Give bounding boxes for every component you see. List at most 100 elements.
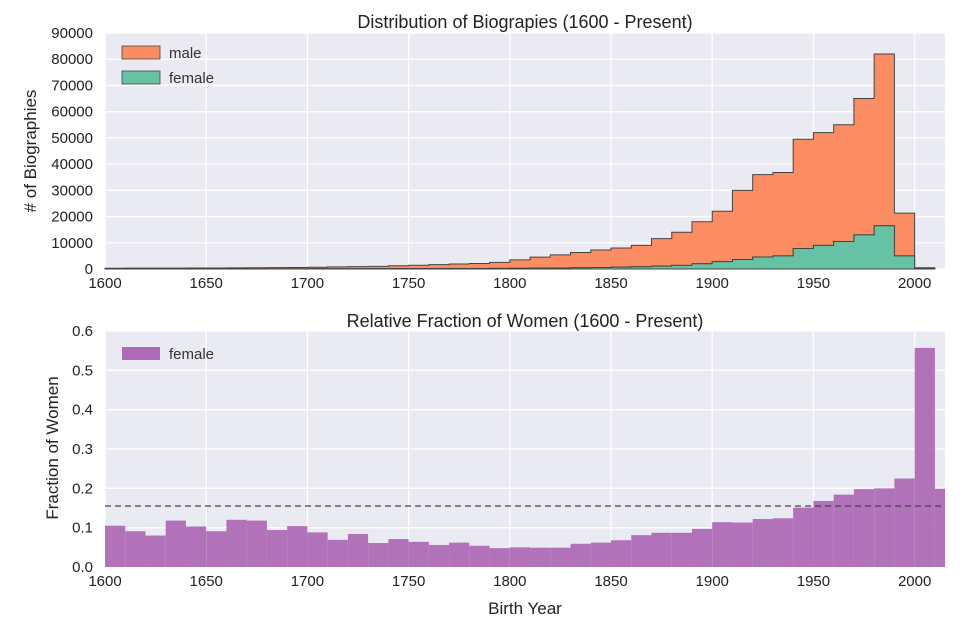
fraction-bar bbox=[712, 522, 733, 567]
fraction-bar bbox=[347, 533, 369, 567]
y-tick-label: 70000 bbox=[51, 77, 93, 94]
x-tick-labels: 1600 1650 1700 1750 1800 1850 1900 1950 2000 bbox=[88, 573, 931, 590]
fraction-bar bbox=[853, 489, 875, 567]
fraction-bar bbox=[651, 532, 672, 567]
x-tick-label: 2000 bbox=[898, 573, 931, 590]
fraction-bar bbox=[874, 488, 895, 567]
chart-title: Relative Fraction of Women (1600 - Prese… bbox=[347, 311, 704, 331]
fraction-bar bbox=[266, 530, 288, 567]
legend: female bbox=[122, 346, 214, 363]
biographies-distribution-panel: 1600 1650 1700 1750 1800 1850 1900 1950 2000 0 10… bbox=[21, 12, 945, 292]
fraction-bar bbox=[388, 539, 409, 567]
fraction-bar bbox=[125, 531, 146, 567]
y-tick-labels: 0.0 0.1 0.2 0.3 0.4 0.5 0.6 bbox=[72, 323, 93, 576]
female-legend-swatch bbox=[121, 70, 161, 85]
y-tick-label: 90000 bbox=[51, 25, 93, 42]
y-tick-label: 0 bbox=[85, 261, 93, 278]
legend: male female bbox=[121, 45, 214, 87]
y-tick-label: 20000 bbox=[51, 209, 93, 226]
female-legend-label: female bbox=[169, 70, 214, 87]
x-tick-label: 1700 bbox=[291, 573, 324, 590]
fraction-bar bbox=[914, 347, 935, 567]
fraction-bar bbox=[732, 522, 753, 567]
fraction-bar bbox=[489, 548, 510, 567]
fraction-bar bbox=[105, 525, 126, 567]
male-legend-swatch bbox=[121, 45, 161, 60]
fraction-bar bbox=[550, 547, 571, 567]
histogram-bars bbox=[104, 53, 936, 270]
fraction-bar bbox=[206, 531, 227, 567]
fraction-bar bbox=[307, 532, 328, 567]
x-tick-label: 1850 bbox=[594, 573, 627, 590]
x-tick-labels: 1600 1650 1700 1750 1800 1850 1900 1950 2000 bbox=[88, 275, 931, 292]
fraction-bar bbox=[287, 526, 308, 567]
y-tick-label: 0.4 bbox=[72, 402, 93, 419]
y-tick-label: 0.1 bbox=[72, 520, 93, 537]
x-axis-label: Birth Year bbox=[488, 599, 562, 618]
y-tick-labels: 0 10000 20000 30000 40000 50000 60000 70000 8000… bbox=[51, 25, 93, 278]
x-tick-label: 1650 bbox=[190, 275, 223, 292]
fraction-bar bbox=[327, 539, 348, 567]
male-legend-label: male bbox=[169, 45, 202, 62]
y-tick-label: 0.0 bbox=[72, 559, 93, 576]
fraction-bar bbox=[590, 542, 612, 567]
x-tick-label: 1750 bbox=[392, 275, 425, 292]
fraction-bar bbox=[772, 518, 794, 567]
x-tick-label: 1950 bbox=[797, 275, 830, 292]
fraction-bar bbox=[408, 541, 429, 567]
fraction-of-women-panel: 1600 1650 1700 1750 1800 1850 1900 1950 2000 0.0… bbox=[43, 311, 945, 618]
fraction-bar bbox=[165, 520, 186, 567]
x-tick-label: 1800 bbox=[493, 275, 526, 292]
y-tick-label: 80000 bbox=[51, 51, 93, 68]
fraction-bar bbox=[691, 528, 713, 567]
fraction-bar bbox=[449, 542, 470, 567]
fraction-bar bbox=[185, 526, 207, 567]
fraction-bar bbox=[611, 540, 632, 567]
y-tick-label: 0.5 bbox=[72, 362, 93, 379]
chart-title: Distribution of Biograpies (1600 - Prese… bbox=[357, 12, 692, 32]
fraction-bar bbox=[934, 488, 945, 567]
fraction-bar bbox=[246, 520, 267, 567]
x-tick-label: 1700 bbox=[291, 275, 324, 292]
y-axis-label: Fraction of Women bbox=[43, 376, 62, 519]
fraction-bar bbox=[530, 547, 551, 567]
y-tick-label: 0.3 bbox=[72, 441, 93, 458]
x-tick-label: 1850 bbox=[594, 275, 627, 292]
x-tick-label: 1800 bbox=[493, 573, 526, 590]
y-axis-label: # of Biographies bbox=[21, 90, 40, 213]
fraction-bar bbox=[793, 507, 814, 567]
y-tick-label: 40000 bbox=[51, 156, 93, 173]
fraction-bar bbox=[570, 543, 591, 567]
histogram-bars bbox=[105, 347, 945, 567]
female-legend-swatch bbox=[122, 347, 160, 360]
fraction-bar bbox=[833, 494, 854, 567]
y-tick-label: 0.6 bbox=[72, 323, 93, 340]
y-tick-label: 30000 bbox=[51, 182, 93, 199]
fraction-bar bbox=[631, 535, 652, 567]
x-tick-label: 1650 bbox=[190, 573, 223, 590]
fraction-bar bbox=[368, 543, 389, 567]
fraction-bar bbox=[813, 500, 834, 567]
y-tick-label: 10000 bbox=[51, 235, 93, 252]
female-legend-label: female bbox=[169, 346, 214, 363]
y-tick-label: 50000 bbox=[51, 130, 93, 147]
fraction-bar bbox=[145, 535, 166, 567]
fraction-bar bbox=[894, 478, 915, 567]
x-tick-label: 1950 bbox=[797, 573, 830, 590]
fraction-bar bbox=[226, 519, 247, 567]
x-tick-label: 2000 bbox=[898, 275, 931, 292]
fraction-bar bbox=[752, 519, 773, 567]
fraction-bar bbox=[469, 545, 490, 567]
y-tick-label: 60000 bbox=[51, 104, 93, 121]
x-tick-label: 1900 bbox=[696, 573, 729, 590]
x-tick-label: 1600 bbox=[88, 573, 121, 590]
female-histogram-area bbox=[104, 225, 936, 270]
x-tick-label: 1750 bbox=[392, 573, 425, 590]
fraction-bar bbox=[671, 532, 692, 567]
fraction-bar bbox=[428, 544, 450, 567]
fraction-bar bbox=[509, 547, 531, 567]
x-tick-label: 1600 bbox=[88, 275, 121, 292]
x-tick-label: 1900 bbox=[696, 275, 729, 292]
y-tick-label: 0.2 bbox=[72, 480, 93, 497]
